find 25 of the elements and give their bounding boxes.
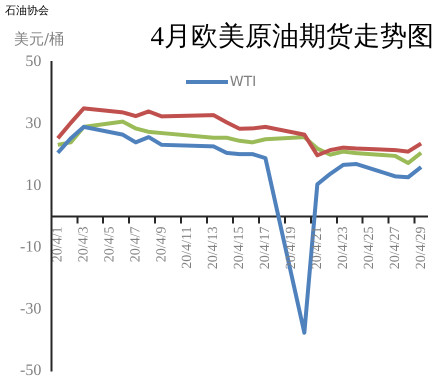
x-tick-label: 20/4/25 (362, 226, 377, 270)
y-tick-label: -50 (20, 362, 42, 380)
y-tick-label: -30 (20, 300, 42, 318)
y-tick-label: 30 (25, 115, 42, 132)
x-tick-label: 20/4/29 (414, 226, 429, 270)
x-tick-label: 20/4/7 (128, 226, 144, 262)
x-tick-label: 20/4/27 (388, 226, 403, 270)
y-tick-label: 50 (25, 53, 42, 70)
chart-title: 4月欧美原油期货走势图 (150, 20, 434, 53)
x-tick-label: 20/4/21 (310, 226, 325, 270)
x-tick-label: 20/4/15 (232, 226, 248, 270)
y-tick-label: -10 (20, 238, 42, 256)
legend-label: WTI (230, 74, 256, 90)
x-tick-label: 20/4/19 (284, 226, 300, 270)
x-tick-label: 20/4/1 (50, 226, 66, 262)
x-tick-label: 20/4/17 (258, 226, 274, 270)
text: 石油协会 (5, 3, 49, 18)
x-tick-label: 20/4/13 (206, 226, 222, 270)
x-tick-label: 20/4/11 (180, 226, 196, 269)
x-tick-label: 20/4/23 (336, 226, 351, 270)
x-tick-label: 20/4/5 (102, 226, 118, 262)
x-tick-label: 20/4/3 (76, 226, 92, 262)
x-tick-label: 20/4/9 (154, 226, 170, 262)
y-axis-title: 美元/桶 (14, 30, 64, 49)
y-tick-label: 10 (25, 176, 42, 194)
